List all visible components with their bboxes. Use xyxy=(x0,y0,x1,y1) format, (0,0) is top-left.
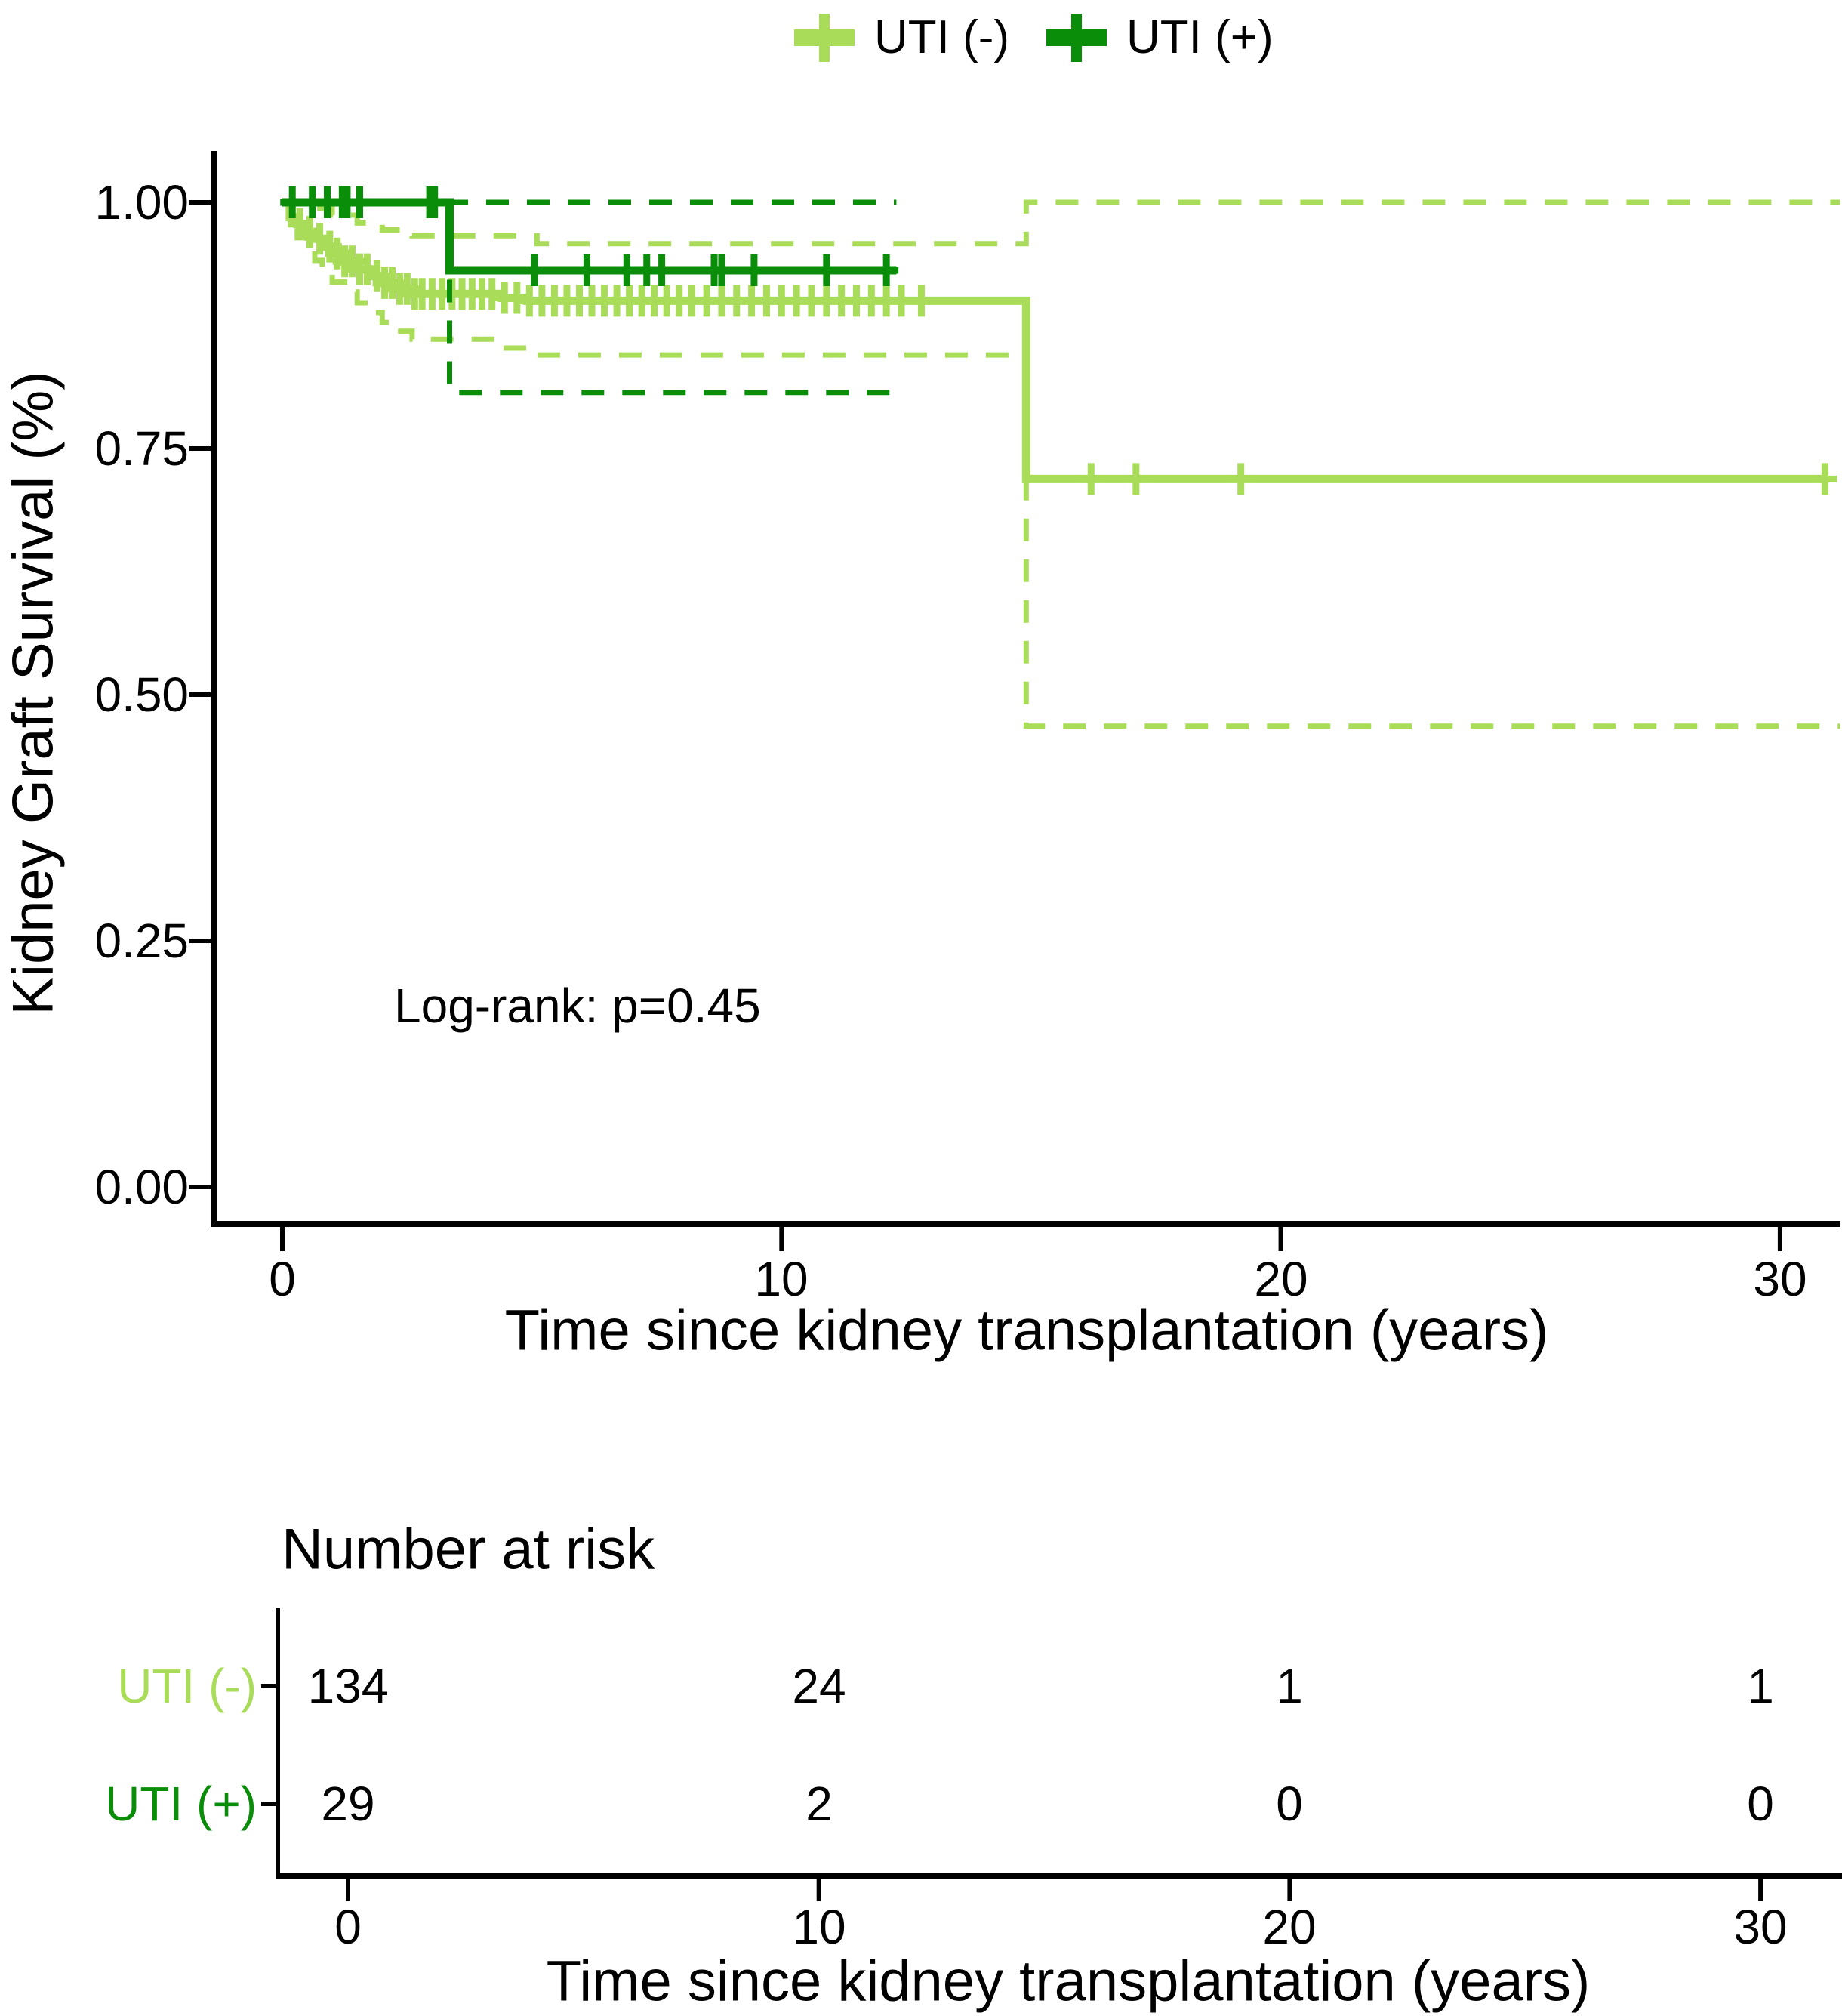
y-axis-tick-label: 0.75 xyxy=(94,421,189,476)
censor-marks-uti-positive xyxy=(280,186,899,286)
risk-x-tick-label: 20 xyxy=(1262,1900,1317,1954)
y-axis-tick-label: 0.50 xyxy=(94,667,189,722)
series-uti-positive xyxy=(280,186,899,396)
legend-label: UTI (+) xyxy=(1126,11,1274,63)
x-axis-tick-label: 30 xyxy=(1753,1252,1807,1306)
y-axis-tick-label: 1.00 xyxy=(94,175,189,230)
x-axis-tick-label: 20 xyxy=(1254,1252,1308,1306)
legend-item-uti-positive: UTI (+) xyxy=(1046,14,1274,62)
x-axis-title: Time since kidney transplantation (years… xyxy=(504,1298,1549,1363)
risk-row-label-uti-negative: UTI (-) xyxy=(117,1659,257,1713)
x-axis-tick-label: 10 xyxy=(754,1252,809,1306)
risk-value: 24 xyxy=(792,1659,846,1713)
main-axes xyxy=(189,151,1840,1251)
legend-key-plus-icon xyxy=(794,14,855,62)
log-rank-annotation: Log-rank: p=0.45 xyxy=(394,979,761,1033)
ci-lower-uti-negative xyxy=(282,199,1840,729)
ci-upper-uti-negative xyxy=(282,199,1840,247)
risk-value: 0 xyxy=(1276,1777,1303,1831)
y-axis-title: Kidney Graft Survival (%) xyxy=(1,371,66,1016)
risk-value: 1 xyxy=(1747,1659,1774,1713)
risk-x-tick-label: 10 xyxy=(792,1900,846,1954)
legend-key-plus-icon xyxy=(1046,14,1107,62)
legend-label: UTI (-) xyxy=(874,11,1010,63)
risk-value: 29 xyxy=(321,1777,375,1831)
risk-table-title: Number at risk xyxy=(282,1517,655,1582)
risk-x-tick-label: 0 xyxy=(334,1900,362,1954)
risk-table-axes xyxy=(261,1608,1842,1901)
risk-value: 134 xyxy=(307,1659,389,1713)
legend-item-uti-negative: UTI (-) xyxy=(794,14,1009,62)
km-curve-uti-negative xyxy=(282,198,1825,483)
risk-value: 0 xyxy=(1747,1777,1774,1831)
risk-row-label-uti-positive: UTI (+) xyxy=(105,1777,257,1831)
risk-x-tick-label: 30 xyxy=(1733,1900,1788,1954)
risk-value: 2 xyxy=(805,1777,833,1831)
censor-marks-uti-negative xyxy=(288,208,1837,495)
y-axis-tick-label: 0.00 xyxy=(94,1160,189,1214)
y-axis-tick-label: 0.25 xyxy=(94,914,189,968)
series-uti-negative xyxy=(282,198,1840,729)
x-axis-tick-label: 0 xyxy=(269,1252,296,1306)
risk-value: 1 xyxy=(1276,1659,1303,1713)
risk-x-axis-title: Time since kidney transplantation (years… xyxy=(546,1949,1591,2014)
